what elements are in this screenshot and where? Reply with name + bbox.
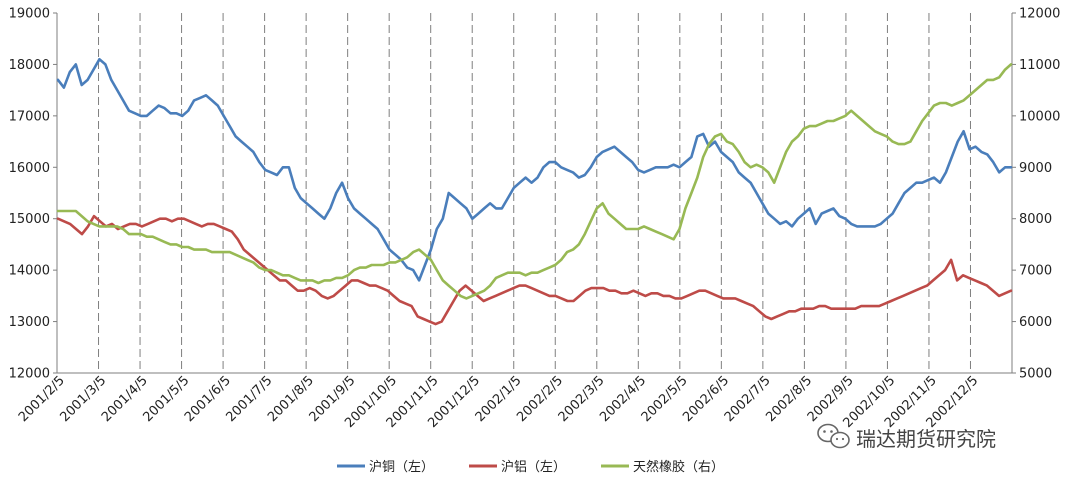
legend-label-aluminum: 沪铝（左）: [501, 459, 566, 475]
y-left-tick-label: 16000: [9, 161, 50, 176]
y-right-tick-label: 10000: [1019, 109, 1060, 124]
grid-lines: [98, 13, 971, 373]
y-left-tick-label: 13000: [9, 315, 50, 330]
y-right-tick-label: 9000: [1019, 161, 1052, 176]
y-right-tick-label: 5000: [1019, 367, 1052, 382]
watermark-text: 瑞达期货研究院: [856, 427, 996, 451]
series-line-copper: [56, 57, 1013, 282]
legend-label-rubber: 天然橡胶（右）: [633, 459, 724, 475]
y-right-tick-label: 8000: [1019, 212, 1052, 227]
y-right-tick-label: 11000: [1019, 58, 1060, 73]
wechat-icon: [817, 423, 850, 449]
y-left-tick-label: 14000: [9, 264, 50, 279]
legend: 沪铜（左） 沪铝（左） 天然橡胶（右）: [337, 459, 724, 475]
y-left-tick-label: 17000: [9, 109, 50, 124]
y-left-tick-label: 18000: [9, 58, 50, 73]
legend-label-copper: 沪铜（左）: [369, 459, 434, 475]
watermark: 瑞达期货研究院: [817, 423, 996, 451]
y-right-tick-label: 7000: [1019, 264, 1052, 279]
y-left-tick-label: 19000: [9, 7, 50, 22]
series-line-rubber: [56, 63, 1013, 300]
y-right-tick-label: 6000: [1019, 315, 1052, 330]
y-left-tick-label: 15000: [9, 212, 50, 227]
series-line-aluminum: [56, 214, 1013, 326]
y-left-tick-label: 12000: [9, 367, 50, 382]
axes: [53, 12, 1016, 374]
y-right-tick-label: 12000: [1019, 7, 1060, 22]
series-lines: [56, 57, 1013, 326]
